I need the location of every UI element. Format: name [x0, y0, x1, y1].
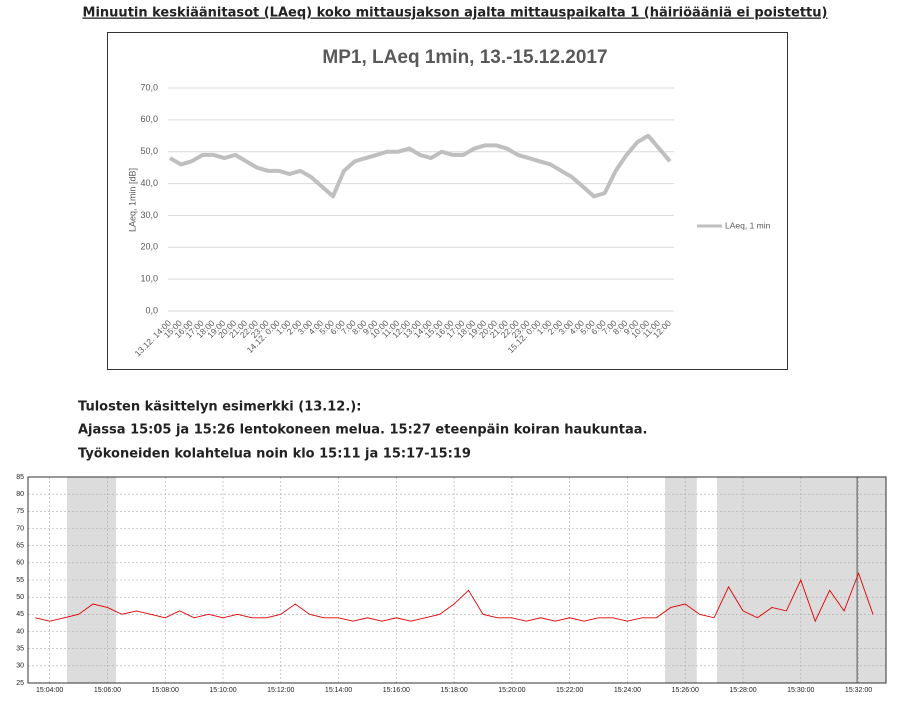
shaded-range: [67, 477, 117, 683]
note: Työkoneiden kolahtelua noin klo 15:11 ja…: [78, 447, 471, 462]
y-tick-label: 50,0: [140, 146, 158, 156]
chart-frame: [107, 32, 788, 370]
y-tick-label: 10,0: [140, 274, 158, 284]
y-tick-label: 40,0: [140, 178, 158, 188]
y-axis-label: LAeq, 1min [dB]: [127, 168, 137, 232]
heading: Minuutin keskiäänitasot (LAeq) koko mitt…: [83, 6, 828, 21]
x-tick-label: 15:18:00: [440, 687, 467, 694]
x-tick-label: 15:30:00: [787, 687, 814, 694]
x-tick-label: 15:10:00: [209, 687, 236, 694]
x-tick-label: 15:06:00: [94, 687, 121, 694]
y-tick-label: 50: [16, 594, 24, 601]
x-tick-label: 15:22:00: [556, 687, 583, 694]
legend-label: LAeq, 1 min: [725, 220, 771, 230]
x-tick-label: 15:32:00: [845, 687, 872, 694]
x-tick-label: 15:28:00: [729, 687, 756, 694]
note: Tulosten käsittelyn esimerkki (13.12.):: [78, 400, 361, 415]
x-tick-label: 15:26:00: [672, 687, 699, 694]
y-tick-label: 25: [16, 680, 24, 687]
y-tick-label: 60,0: [140, 114, 158, 124]
y-tick-label: 85: [16, 474, 24, 481]
y-tick-label: 55: [16, 577, 24, 584]
y-tick-label: 65: [16, 543, 24, 550]
y-tick-label: 0,0: [145, 305, 158, 315]
x-tick-label: 15:04:00: [36, 687, 63, 694]
x-tick-label: 15:12:00: [267, 687, 294, 694]
x-tick-label: 15:08:00: [152, 687, 179, 694]
chart-title: MP1, LAeq 1min, 13.-15.12.2017: [322, 47, 607, 68]
y-tick-label: 45: [16, 611, 24, 618]
y-tick-label: 75: [16, 508, 24, 515]
x-tick-label: 15:16:00: [383, 687, 410, 694]
y-tick-label: 20,0: [140, 242, 158, 252]
x-tick-label: 15:20:00: [498, 687, 525, 694]
plot-frame: [27, 476, 887, 684]
y-tick-label: 40: [16, 628, 24, 635]
x-tick-label: 15:24:00: [614, 687, 641, 694]
note: Ajassa 15:05 ja 15:26 lentokoneen melua.…: [78, 423, 647, 438]
y-tick-label: 60: [16, 560, 24, 567]
y-tick-label: 80: [16, 491, 24, 498]
y-tick-label: 70: [16, 525, 24, 532]
y-tick-label: 35: [16, 646, 24, 653]
y-tick-label: 70,0: [140, 82, 158, 92]
y-tick-label: 30,0: [140, 210, 158, 220]
x-tick-label: 15:14:00: [325, 687, 352, 694]
data-line: [35, 571, 874, 623]
y-tick-label: 30: [16, 663, 24, 670]
data-line: [168, 133, 672, 199]
